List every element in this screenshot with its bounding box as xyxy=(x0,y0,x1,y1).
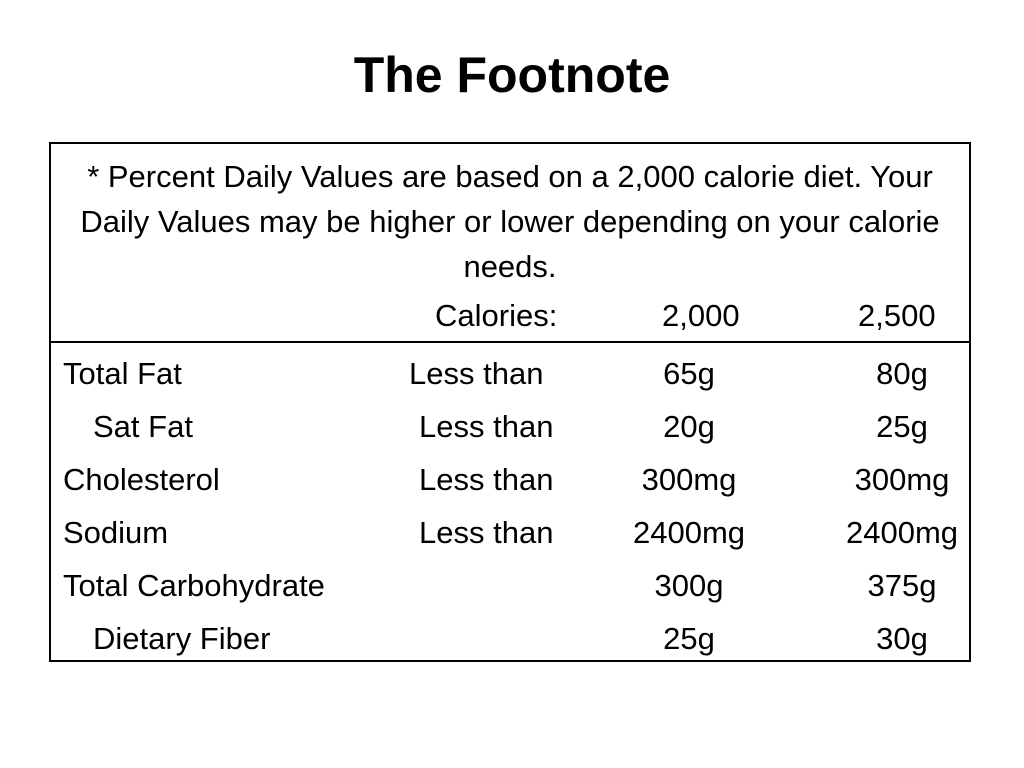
value-2000: 300g xyxy=(654,568,724,603)
limit-text: Less than xyxy=(419,409,554,444)
value-2000: 300mg xyxy=(641,462,737,497)
limit-text: Less than xyxy=(419,462,554,497)
value-2500: 25g xyxy=(876,409,928,444)
calories-2000-header: 2,000 xyxy=(662,298,740,333)
nutrient-name: Cholesterol xyxy=(63,462,220,497)
value-2000: 25g xyxy=(663,621,715,656)
table-row: Cholesterol Less than 300mg 300mg xyxy=(51,453,969,506)
value-2500: 80g xyxy=(876,356,928,391)
limit-text: Less than xyxy=(409,356,544,391)
nutrient-name: Dietary Fiber xyxy=(93,621,271,656)
footnote-header: * Percent Daily Values are based on a 2,… xyxy=(51,144,969,343)
value-2500: 30g xyxy=(876,621,928,656)
value-2000: 2400mg xyxy=(632,515,746,550)
nutrient-name: Total Carbohydrate xyxy=(63,568,325,603)
value-2000: 65g xyxy=(663,356,715,391)
table-row: Sat Fat Less than 20g 25g xyxy=(51,400,969,453)
footnote-table: * Percent Daily Values are based on a 2,… xyxy=(49,142,971,662)
table-row: Total Carbohydrate 300g 375g xyxy=(51,559,969,612)
nutrient-name: Sat Fat xyxy=(93,409,193,444)
value-2500: 2400mg xyxy=(845,515,959,550)
value-2000: 20g xyxy=(663,409,715,444)
footnote-text: * Percent Daily Values are based on a 2,… xyxy=(80,159,940,284)
limit-text: Less than xyxy=(419,515,554,550)
nutrient-name: Total Fat xyxy=(63,356,182,391)
calories-2500-header: 2,500 xyxy=(858,298,936,333)
table-row: Sodium Less than 2400mg 2400mg xyxy=(51,506,969,559)
table-row: Total Fat Less than 65g 80g xyxy=(51,347,969,400)
value-2500: 375g xyxy=(867,568,937,603)
value-2500: 300mg xyxy=(854,462,950,497)
table-row: Dietary Fiber 25g 30g xyxy=(51,612,969,665)
nutrient-name: Sodium xyxy=(63,515,169,550)
slide-title: The Footnote xyxy=(353,47,671,103)
calories-label: Calories: xyxy=(435,298,558,333)
